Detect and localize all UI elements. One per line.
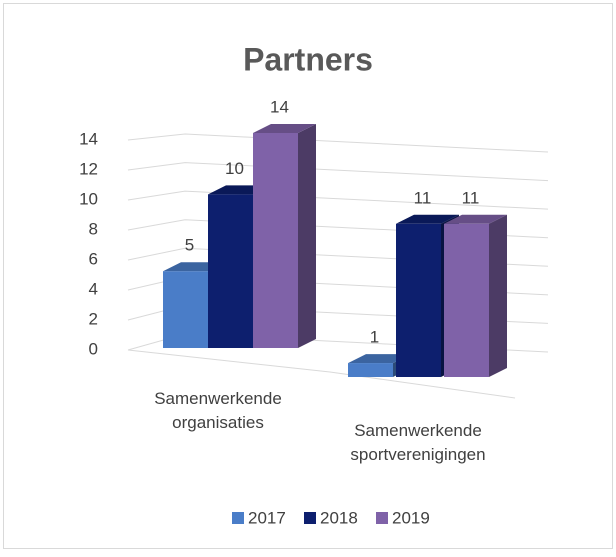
legend-swatch: [232, 512, 244, 524]
legend-swatch: [304, 512, 316, 524]
bar-front: [208, 194, 253, 348]
data-label: 10: [225, 159, 244, 178]
data-label: 11: [462, 188, 480, 207]
legend-swatch: [376, 512, 388, 524]
chart-title: Partners: [243, 41, 373, 77]
bar-front: [444, 223, 489, 377]
legend-label: 2017: [248, 508, 286, 527]
legend-label: 2019: [392, 508, 430, 527]
data-label: 11: [414, 188, 432, 207]
bar-top: [444, 214, 507, 224]
bar: [253, 124, 316, 348]
grid-line: [127, 162, 549, 182]
bar: [444, 214, 507, 377]
grid-line: [127, 133, 549, 153]
y-tick-label: 14: [79, 129, 98, 148]
y-tick-label: 4: [89, 279, 98, 298]
bar-front: [253, 133, 298, 348]
y-tick-label: 6: [89, 249, 98, 268]
y-tick-label: 12: [79, 159, 98, 178]
bar-side: [489, 214, 507, 377]
y-tick-label: 2: [89, 309, 98, 328]
data-label: 1: [370, 328, 379, 347]
x-tick-label: Samenwerkende sportverenigingen: [350, 421, 485, 464]
bar-front: [163, 271, 208, 348]
bar-top: [348, 354, 411, 364]
grid-line: [127, 190, 549, 210]
bar-top: [253, 124, 316, 133]
bar-top: [396, 214, 459, 224]
bar-front: [348, 363, 393, 377]
y-tick-label: 10: [79, 189, 98, 208]
legend-label: 2018: [320, 508, 358, 527]
bar-side: [298, 124, 316, 348]
y-tick-label: 0: [89, 339, 98, 358]
data-label: 14: [270, 97, 289, 116]
floor-edge: [127, 349, 516, 399]
bar-front: [396, 223, 441, 377]
y-tick-label: 8: [89, 219, 98, 238]
data-label: 5: [185, 236, 194, 255]
x-tick-label: Samenwerkende organisaties: [154, 389, 282, 432]
